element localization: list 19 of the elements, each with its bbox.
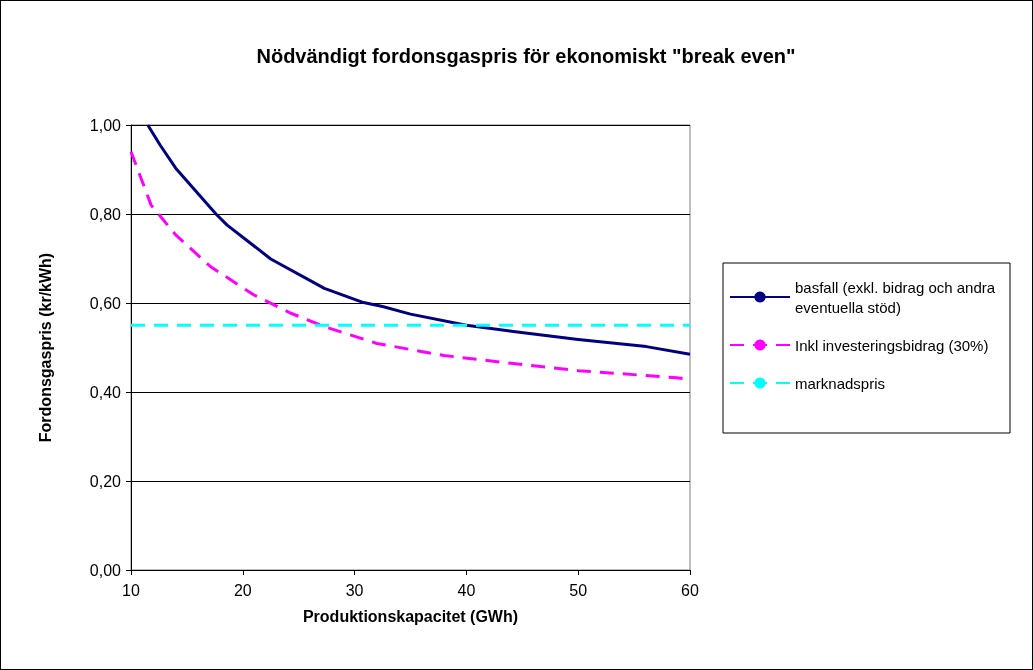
line-series — [146, 123, 692, 356]
x-tick-label: 30 — [345, 581, 364, 599]
x-tick-label: 40 — [457, 581, 476, 599]
chart-title: Nödvändigt fordonsgaspris för ekonomiskt "break even" — [256, 45, 796, 67]
y-tick-label: 0,40 — [89, 383, 122, 401]
y-tick-label: 0,60 — [89, 294, 122, 312]
x-axis-title: Produktionskapacitet (GWh) — [302, 607, 519, 625]
y-tick-label: 0,80 — [89, 205, 122, 223]
legend-label: marknadspris — [795, 374, 886, 392]
y-tick-label: 0,20 — [89, 472, 122, 490]
legend-label: basfall (exkl. bidrag och andra eventuella stöd) — [795, 278, 1000, 316]
y-axis-title: Fordonsgaspris (kr/kWh) — [36, 252, 54, 443]
x-tick-label: 50 — [569, 581, 588, 599]
y-tick-label: 0,00 — [89, 561, 122, 579]
x-tick-label: 20 — [233, 581, 252, 599]
legend-label: Inkl investeringsbidrag (30%) — [795, 336, 989, 354]
x-tick-label: 60 — [681, 581, 699, 599]
y-tick-label: 1,00 — [89, 116, 122, 134]
x-tick-label: 10 — [122, 581, 140, 599]
